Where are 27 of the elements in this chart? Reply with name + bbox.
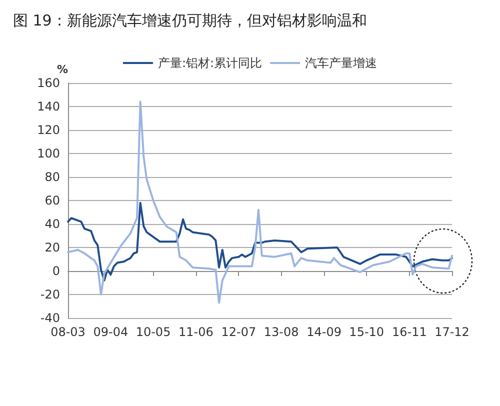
y-tick-label: 80 <box>44 170 60 184</box>
legend-label: 汽车产量增速 <box>305 56 378 70</box>
x-tick-label: 15-10 <box>349 325 384 339</box>
y-tick-label: 160 <box>37 76 60 90</box>
x-tick-label: 12-07 <box>221 325 256 339</box>
y-tick-label: 0 <box>52 264 60 278</box>
x-tick-label: 09-04 <box>93 325 128 339</box>
chart-title: 图 19：新能源汽车增速仍可期待，但对铝材影响温和 <box>13 12 367 30</box>
x-tick-label: 17-12 <box>434 325 470 339</box>
y-tick-label: 20 <box>44 240 60 254</box>
y-tick-label: 40 <box>44 217 60 231</box>
y-tick-label: 100 <box>37 146 60 160</box>
x-tick-label: 13-08 <box>264 325 299 339</box>
y-tick-label: 140 <box>37 100 60 114</box>
y-tick-label: 120 <box>37 123 60 137</box>
legend-label: 产量:铝材:累计同比 <box>158 56 262 70</box>
y-tick-label: 60 <box>44 194 60 208</box>
y-axis-title: % <box>56 63 68 76</box>
x-tick-label: 10-05 <box>136 325 171 339</box>
x-tick-label: 08-03 <box>50 325 86 339</box>
x-tick-label: 14-09 <box>306 325 342 339</box>
line-series <box>67 202 453 282</box>
y-tick-label: -20 <box>40 288 60 302</box>
line-series <box>67 100 453 304</box>
y-tick-label: -40 <box>40 311 60 325</box>
x-tick-label: 11-06 <box>178 325 214 339</box>
x-tick-label: 16-11 <box>392 325 427 339</box>
